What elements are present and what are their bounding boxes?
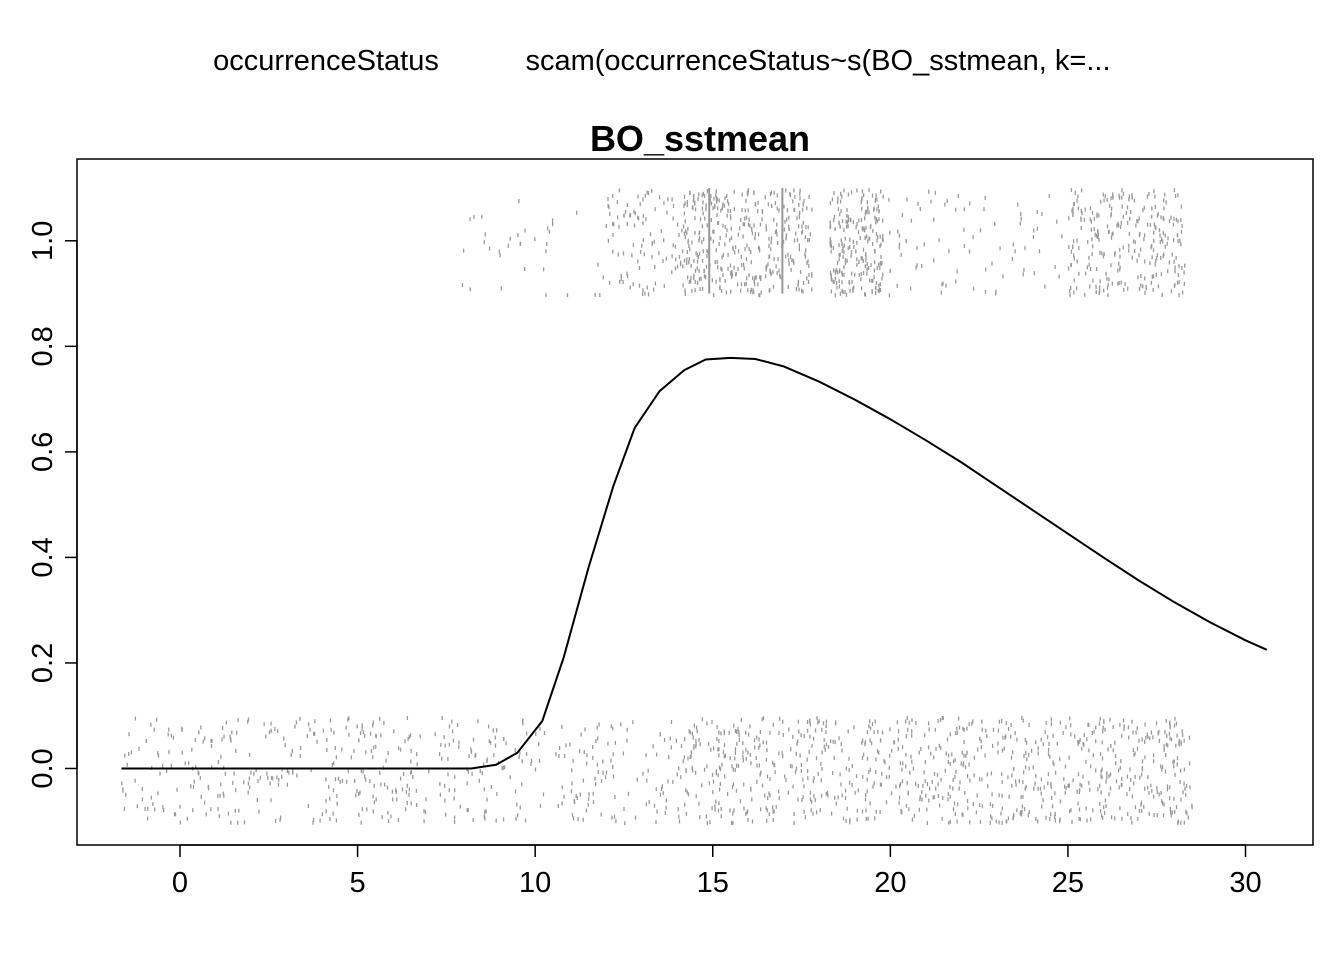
x-tick-label: 5 — [350, 867, 366, 899]
y-tick-label: 0.6 — [27, 432, 59, 472]
x-tick-label: 15 — [697, 867, 729, 899]
y-tick-label: 1.0 — [27, 221, 59, 261]
presence-rug-group — [461, 188, 1186, 298]
y-tick-label: 0.4 — [27, 537, 59, 577]
x-tick-label: 0 — [172, 867, 188, 899]
y-tick-label: 0.0 — [27, 748, 59, 788]
response-curve-line — [121, 356, 1268, 770]
plot-frame — [76, 158, 1314, 846]
plot-title: BO_sstmean — [590, 118, 810, 159]
absence-rug-group — [121, 715, 1193, 826]
y-axis: 0.0 0.2 0.4 0.6 0.8 1.0 — [27, 221, 78, 789]
x-tick-label: 10 — [519, 867, 551, 899]
y-tick-label: 0.2 — [27, 643, 59, 683]
x-tick-label: 20 — [874, 867, 906, 899]
x-axis: 0 5 10 15 20 25 30 — [172, 844, 1262, 899]
x-tick-label: 25 — [1052, 867, 1084, 899]
model-formula-label: scam(occurrenceStatus~s(BO_sstmean, k=..… — [525, 45, 1110, 77]
y-tick-label: 0.8 — [27, 326, 59, 366]
x-tick-label: 30 — [1229, 867, 1261, 899]
response-label: occurrenceStatus — [213, 45, 439, 77]
rug-points-layer — [121, 188, 1193, 826]
response-curve-layer — [121, 356, 1268, 770]
